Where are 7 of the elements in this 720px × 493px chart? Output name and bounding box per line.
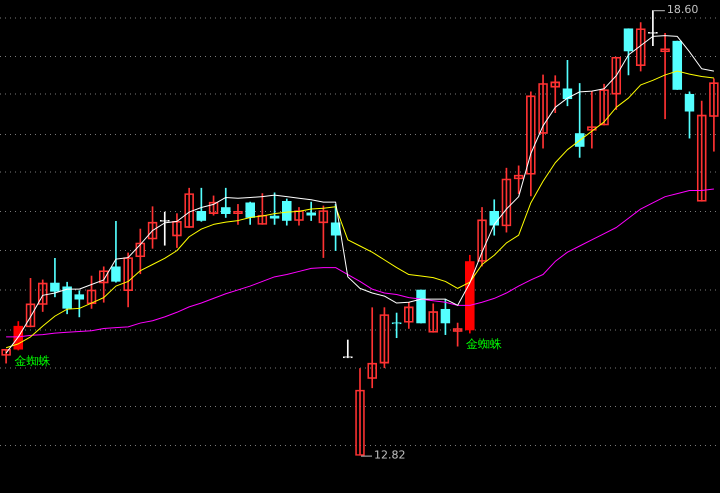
candlestick (233, 204, 243, 225)
annotation: 18.60 (666, 3, 698, 16)
annotation: 金蜘蛛 (466, 337, 502, 352)
annotation: 12.82 (374, 448, 406, 462)
annotation: 金蜘蛛 (14, 354, 50, 368)
candlestick (270, 192, 280, 225)
candlestick (562, 60, 572, 106)
